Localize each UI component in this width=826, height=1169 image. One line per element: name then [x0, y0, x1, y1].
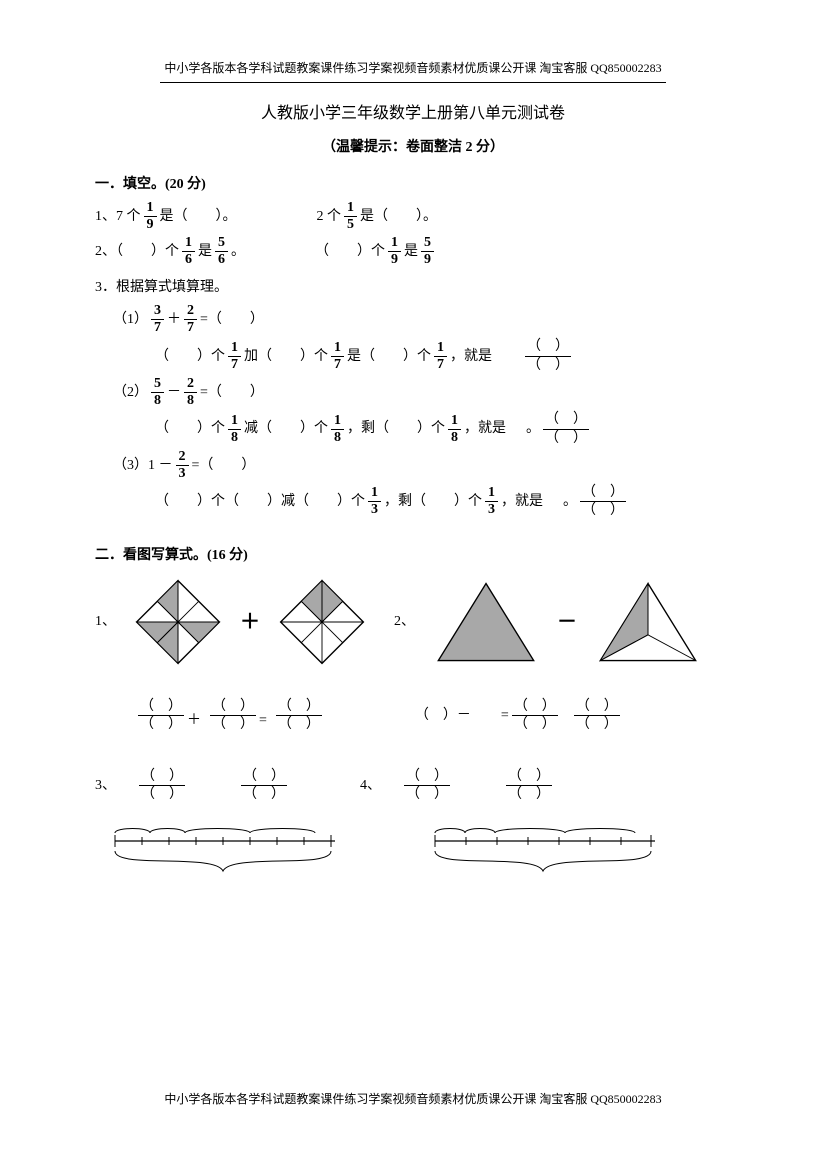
- q1-text-d: 是（ ）。: [360, 204, 437, 229]
- frac-1-6: 16: [182, 236, 195, 267]
- q3-2-reason: （ ）个 18 减（ ）个 18 ，剩（ ）个 18 ，就是 。 （ ）（ ）: [155, 412, 731, 446]
- frac-1-9b: 19: [388, 236, 401, 267]
- footer-text: 中小学各版本各学科试题教案课件练习学案视频音频素材优质课公开课 淘宝客服 QQ8…: [164, 1092, 661, 1106]
- frac-1-8: 18: [228, 414, 241, 445]
- q2-line: 2、（ ）个 16 是 56 。 （ ）个 19 是 59: [95, 236, 731, 267]
- q3-3-reason: （ ）个（ ）减（ ）个 13 ，剩（ ）个 13 ，就是 。 （ ）（ ）: [155, 485, 731, 519]
- eq-row-2: 3、 （ ）（ ） （ ）（ ） 4、 （ ）（ ） （ ）（ ）: [95, 769, 731, 803]
- blank-frac: （ ）（ ）: [574, 699, 620, 733]
- blank-frac: （ ）（ ）: [580, 485, 626, 519]
- frac-5-6: 56: [215, 236, 228, 267]
- q2-text-b: 是: [198, 239, 212, 264]
- q1-text-a: 1、7 个: [95, 204, 141, 229]
- diamond-shape-b: [276, 576, 368, 668]
- frac-3-7: 37: [151, 304, 164, 335]
- page-footer: 中小学各版本各学科试题教案课件练习学案视频音频素材优质课公开课 淘宝客服 QQ8…: [0, 1089, 826, 1111]
- blank-frac: （ ）（ ）: [506, 769, 552, 803]
- plus-sign: ＋: [240, 604, 260, 640]
- blank-frac: （ ）（ ）: [512, 699, 558, 733]
- frac-5-8: 58: [151, 377, 164, 408]
- blank-frac: （ ）（ ）: [525, 339, 571, 373]
- q1-line: 1、7 个 19 是（ ）。 2 个 15 是（ ）。: [95, 201, 731, 232]
- q3-3eq: =（ ）: [192, 453, 256, 478]
- q2-text-c: 。: [231, 239, 245, 264]
- blank-frac: （ ）（ ）: [241, 769, 287, 803]
- q3-2-label: （2）: [113, 380, 148, 405]
- diamond-shape-a: [132, 576, 224, 668]
- label-3: 3、: [95, 773, 116, 798]
- triangle-shape-b: [593, 576, 703, 668]
- q3-1-expr: （1） 37 ＋ 27 =（ ）: [113, 304, 731, 335]
- frac-1-3: 13: [368, 486, 381, 517]
- q1-text-c: 2 个: [317, 204, 342, 229]
- label-1: 1、: [95, 609, 116, 634]
- eq-row-1: （ ）（ ） ＋ （ ）（ ） = （ ）（ ） （ ） － = （ ）（ ） …: [95, 698, 731, 733]
- number-line-3: [95, 819, 355, 888]
- diagram-row-1: 1、 ＋: [95, 576, 731, 668]
- blank-frac: （ ）（ ）: [276, 699, 322, 733]
- q2-text-e: 是: [404, 239, 418, 264]
- numberline-row: [95, 809, 731, 888]
- blank-frac: （ ）（ ）: [543, 412, 589, 446]
- header-text: 中小学各版本各学科试题教案课件练习学案视频音频素材优质课公开课 淘宝客服 QQ8…: [160, 58, 665, 83]
- frac-1-7: 17: [434, 341, 447, 372]
- page-title: 人教版小学三年级数学上册第八单元测试卷: [95, 100, 731, 129]
- minus-sign: －: [167, 380, 181, 405]
- frac-2-3: 23: [176, 450, 189, 481]
- q3-eq: =（ ）: [200, 307, 264, 332]
- frac-1-8: 18: [448, 414, 461, 445]
- blank-frac: （ ）（ ）: [139, 769, 185, 803]
- frac-2-7: 27: [184, 304, 197, 335]
- q3-2-expr: （2） 58 － 28 =（ ）: [113, 377, 731, 408]
- q3-3-label: （3）1 －: [113, 453, 173, 478]
- triangle-shape-a: [431, 576, 541, 668]
- frac-5-9: 59: [421, 236, 434, 267]
- label-4: 4、: [360, 773, 381, 798]
- page-subtitle: （温馨提示：卷面整洁 2 分）: [95, 135, 731, 160]
- blank-frac: （ ）（ ）: [404, 769, 450, 803]
- q2-text-a: 2、（ ）个: [95, 239, 179, 264]
- section-2-heading: 二．看图写算式。(16 分): [95, 543, 731, 568]
- minus-sign: －: [557, 604, 577, 640]
- q3-1-label: （1）: [113, 307, 148, 332]
- label-2: 2、: [394, 609, 415, 634]
- q3-heading: 3．根据算式填算理。: [95, 275, 731, 300]
- page-header: 中小学各版本各学科试题教案课件练习学案视频音频素材优质课公开课 淘宝客服 QQ8…: [0, 58, 826, 83]
- section-1-heading: 一．填空。(20 分): [95, 172, 731, 197]
- number-line-4: [415, 819, 675, 888]
- frac-1-5: 15: [344, 201, 357, 232]
- q2-text-d: （ ）个: [315, 239, 385, 264]
- q1-text-b: 是（ ）。: [160, 204, 237, 229]
- plus-sign: ＋: [167, 307, 181, 332]
- frac-1-7: 17: [331, 341, 344, 372]
- q3-1-reason: （ ）个 17 加（ ）个 17 是（ ）个 17 ，就是 （ ）（ ）: [155, 339, 731, 373]
- blank-frac: （ ）（ ）: [138, 699, 184, 733]
- q3-eq: =（ ）: [200, 380, 264, 405]
- blank-frac: （ ）（ ）: [210, 699, 256, 733]
- q3-3-expr: （3）1 － 23 =（ ）: [113, 450, 731, 481]
- frac-1-9: 19: [144, 201, 157, 232]
- frac-1-7: 17: [228, 341, 241, 372]
- frac-1-3: 13: [485, 486, 498, 517]
- frac-2-8: 28: [184, 377, 197, 408]
- frac-1-8: 18: [331, 414, 344, 445]
